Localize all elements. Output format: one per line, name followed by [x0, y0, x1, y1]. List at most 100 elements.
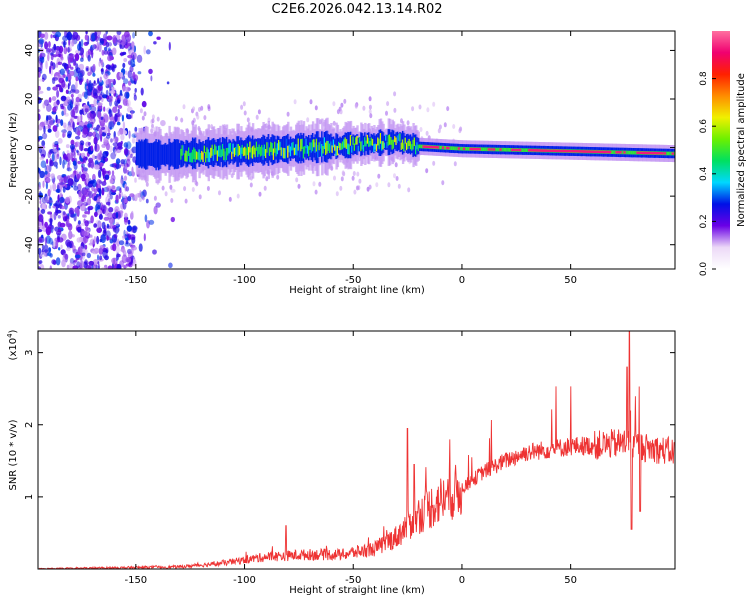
- spectrogram-noise-blob: [124, 217, 129, 223]
- spectrogram-noise-blob: [195, 181, 199, 187]
- spectrogram-noise-blob: [43, 244, 49, 253]
- spectrogram-band-core: [203, 145, 207, 154]
- spectrogram-noise-blob: [122, 98, 129, 106]
- spectrogram-noise-blob: [87, 162, 92, 168]
- spectrogram-band-core: [503, 147, 507, 152]
- spectrogram-band-core: [245, 148, 248, 159]
- spectrogram-noise-blob: [38, 38, 44, 45]
- spectrogram-band-core: [404, 137, 407, 144]
- spectrogram-noise-blob: [69, 70, 75, 77]
- spectrogram-band-core: [420, 144, 423, 149]
- colorbar: 0.0 0.2 0.4 0.6 0.8 Normalized spectral ampl…: [699, 31, 747, 276]
- spectrogram-band-core: [391, 139, 394, 150]
- spectrogram-band-core: [356, 136, 359, 145]
- spectrogram-noise-blob: [97, 77, 100, 85]
- spectrogram-noise-blob: [107, 170, 111, 176]
- spectrogram-band-peak: [572, 150, 575, 153]
- spectrogram-noise-blob: [62, 122, 67, 128]
- spectrogram-band-core: [314, 142, 317, 153]
- spectrogram-noise-blob: [203, 115, 207, 121]
- spectrogram-band-mid: [143, 139, 147, 169]
- spectrogram-noise-blob: [102, 33, 108, 41]
- spectrogram-noise-blob: [55, 200, 61, 209]
- spectrogram-band-peak: [517, 148, 520, 152]
- spectrogram-noise-blob: [87, 54, 91, 62]
- spectrogram-noise-blob: [72, 172, 75, 181]
- snr-y-ticks: 1 2 3: [24, 349, 675, 500]
- spectrogram-noise-blob: [48, 247, 52, 253]
- spectrogram-noise-blob: [82, 167, 88, 172]
- spectrogram-noise-blob: [62, 132, 65, 138]
- spectrogram-noise-blob: [60, 95, 67, 102]
- spectrogram-noise-blob: [38, 228, 43, 233]
- spectrogram-noise-blob: [123, 175, 128, 182]
- spectrogram-noise-blob: [73, 179, 77, 187]
- spectrogram-noise-blob: [126, 113, 128, 118]
- spectrogram-noise-blob: [38, 91, 41, 95]
- spectrogram-noise-blob: [191, 187, 195, 192]
- spectrogram-noise-blob: [96, 85, 101, 94]
- spectrogram-band-peak: [556, 149, 560, 153]
- spectrogram-noise-blob: [453, 161, 457, 167]
- spectrogram-noise-blob: [56, 99, 60, 106]
- spectrogram-band-peak: [534, 149, 537, 152]
- spectrogram-band-peak: [425, 145, 428, 148]
- spectrogram-noise-blob: [102, 151, 108, 158]
- spectrogram-noise-blob: [105, 135, 111, 139]
- spectrogram-noise-blob: [369, 113, 373, 119]
- spectrogram-noise-blob: [141, 195, 145, 201]
- spectrogram-noise-blob: [318, 181, 322, 187]
- spectrogram-noise-blob: [109, 90, 116, 94]
- spectrogram-band-mid: [147, 142, 150, 166]
- spectrogram-band-core: [321, 144, 324, 157]
- spectrogram-noise-blob: [52, 106, 57, 113]
- spectrogram-noise-blob: [93, 196, 98, 201]
- spectrogram-band-core: [322, 146, 325, 154]
- spectrogram-band-core: [227, 147, 230, 156]
- spectrogram-noise-blob: [111, 65, 116, 73]
- spectrogram-noise-blob: [95, 265, 100, 269]
- spectrogram-noise-blob: [52, 77, 59, 81]
- spectrogram-noise-blob: [46, 164, 49, 171]
- spectrogram-noise-blob: [49, 197, 53, 207]
- spectrogram-noise-blob: [143, 233, 146, 242]
- spectrogram-noise-blob: [105, 31, 108, 35]
- spectrogram-band-core: [211, 144, 214, 156]
- x-tick-label: -50: [345, 275, 361, 286]
- spectrogram-noise-blob: [55, 188, 62, 193]
- y-tick-label: -40: [24, 237, 35, 253]
- spectrogram-band-core: [328, 143, 332, 153]
- spectrogram-noise-blob: [60, 105, 65, 110]
- spectrogram-noise-blob: [40, 251, 46, 258]
- spectrogram-noise-blob: [136, 54, 143, 63]
- spectrogram-noise-blob: [67, 104, 73, 111]
- spectrogram-y-ticks: -40 -20 0 20 40: [24, 44, 675, 253]
- spectrogram-noise-blob: [332, 120, 336, 126]
- spectrogram-noise-blob: [183, 186, 187, 192]
- spectrogram-noise-blob: [38, 124, 43, 131]
- spectrogram-noise-blob: [314, 105, 318, 111]
- spectrogram-noise-blob: [105, 247, 109, 253]
- spectrogram-noise-blob: [108, 109, 113, 118]
- colorbar-ticks: 0.0 0.2 0.4 0.6 0.8: [699, 71, 716, 276]
- spectrogram-band-mid: [152, 142, 156, 167]
- spectrogram-band-core: [452, 146, 456, 151]
- spectrogram-noise-blob: [65, 219, 70, 228]
- spectrogram-band-mid: [137, 142, 140, 166]
- spectrogram-noise-blob: [38, 214, 44, 223]
- spectrogram-noise-blob: [94, 211, 98, 218]
- spectrogram-band-core: [338, 141, 341, 148]
- spectrogram-band-core: [267, 142, 270, 156]
- spectrogram-noise-blob: [432, 101, 436, 107]
- spectrogram-band-mid: [373, 133, 376, 154]
- spectrogram-noise-blob: [109, 239, 114, 244]
- spectrogram-band-core: [334, 144, 337, 151]
- spectrogram-noise-blob: [134, 194, 138, 202]
- spectrogram-band-peak: [469, 147, 472, 151]
- spectrogram-noise-blob: [130, 58, 136, 68]
- spectrogram-noise-blob: [98, 60, 101, 67]
- spectrogram-band-peak: [447, 146, 450, 150]
- spectrogram-noise-blob: [86, 85, 89, 89]
- spectrogram-band-core: [403, 143, 406, 152]
- spectrogram-band-mid: [351, 135, 354, 154]
